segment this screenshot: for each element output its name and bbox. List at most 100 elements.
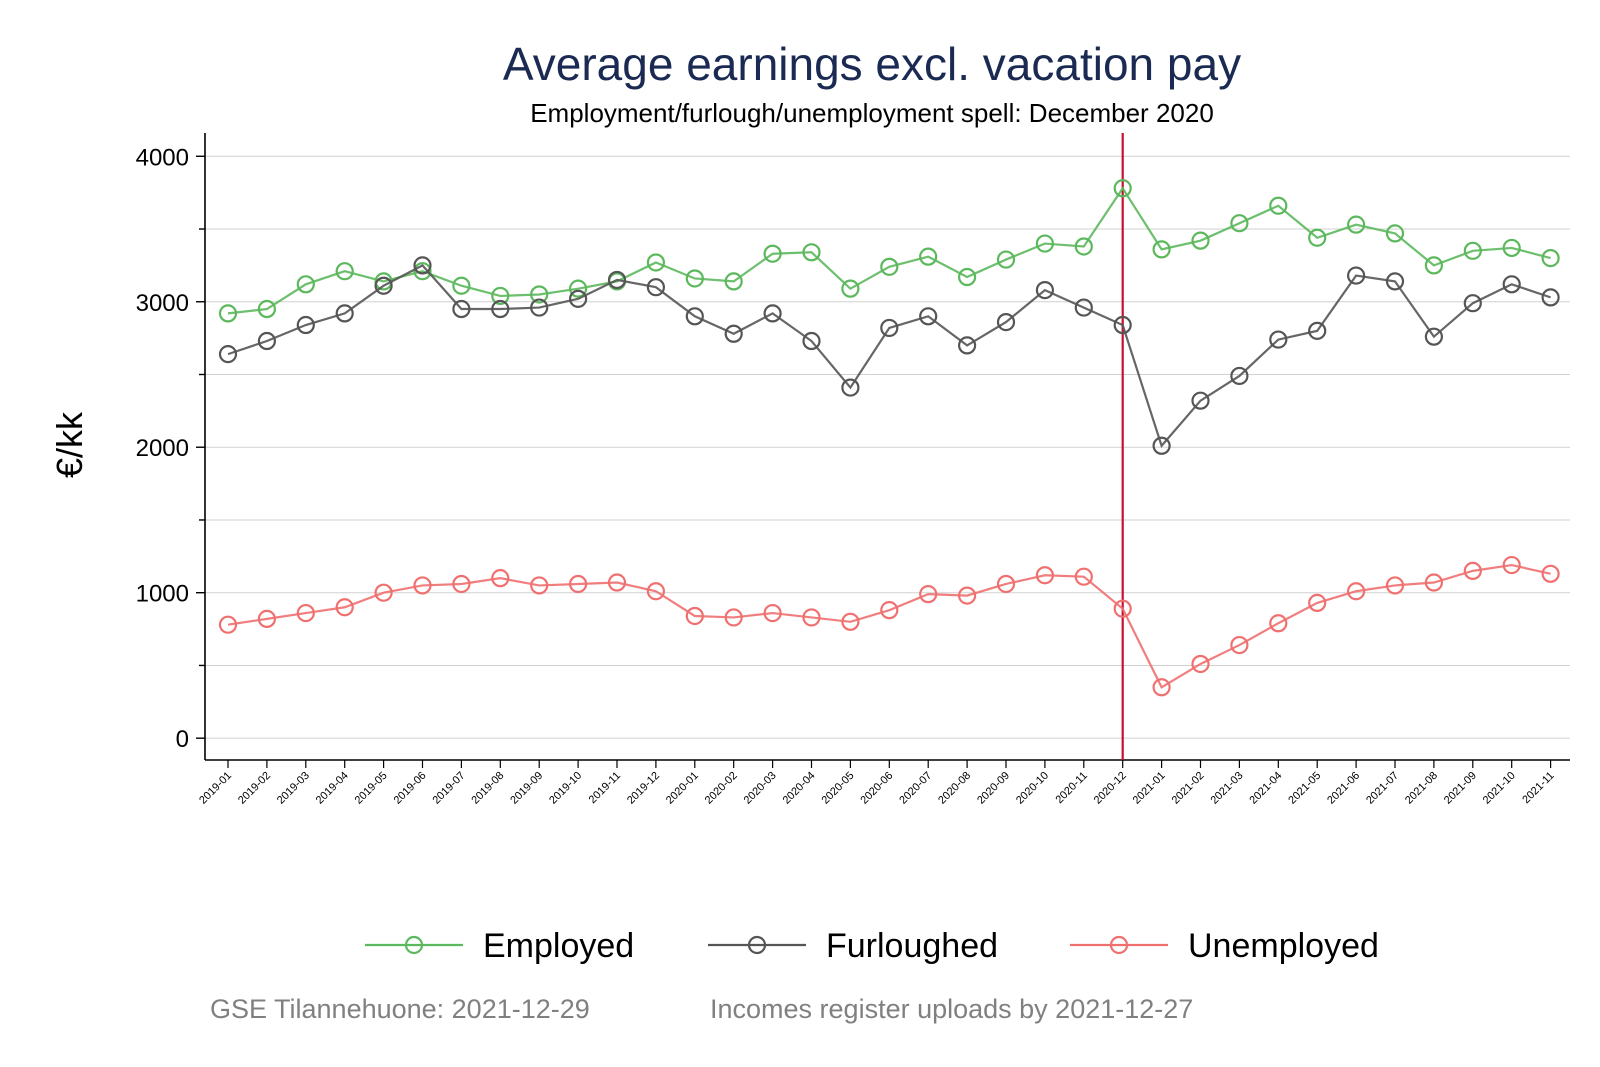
data-point-employed — [1541, 249, 1560, 268]
x-tick-label: 2019-03 — [275, 770, 312, 807]
y-axis-label: €/kk — [49, 411, 90, 478]
data-point-employed — [1385, 224, 1405, 243]
legend-marker-unemployed — [1109, 935, 1129, 955]
data-point-furloughed — [218, 345, 238, 364]
legend-marker-furloughed — [747, 935, 767, 955]
x-tick-label: 2019-05 — [353, 770, 390, 807]
x-tick-label: 2020-04 — [781, 770, 818, 807]
data-point-employed — [919, 247, 938, 266]
data-point-furloughed — [1230, 366, 1249, 386]
data-point-employed — [1113, 179, 1132, 198]
data-point-employed — [1269, 196, 1288, 215]
data-point-employed — [1424, 256, 1444, 275]
data-point-employed — [335, 262, 354, 281]
data-point-unemployed — [724, 608, 743, 627]
x-tick-label: 2020-09 — [975, 770, 1012, 807]
series-group — [218, 179, 1560, 697]
data-point-employed — [802, 243, 821, 262]
chart-title: Average earnings excl. vacation pay — [503, 38, 1241, 90]
series-unemployed — [218, 555, 1560, 697]
x-tick-label: 2021-04 — [1247, 770, 1284, 807]
x-tick-label: 2020-02 — [703, 770, 740, 807]
x-tick-label: 2021-08 — [1403, 770, 1440, 807]
x-tick-label: 2020-11 — [1053, 770, 1089, 806]
data-point-unemployed — [607, 573, 627, 592]
data-point-employed — [1035, 234, 1055, 253]
data-point-furloughed — [724, 324, 743, 343]
data-point-unemployed — [1152, 678, 1171, 697]
data-point-employed — [957, 267, 977, 287]
data-point-employed — [530, 285, 549, 304]
footer-note-left: GSE Tilannehuone: 2021-12-29 — [210, 994, 590, 1024]
data-point-employed — [568, 279, 588, 298]
x-tick-label: 2019-10 — [547, 770, 584, 807]
x-tick-labels: 2019-01 2019-02 2019-03 2019-04 2019-05 2019-… — [197, 770, 1557, 807]
data-point-unemployed — [1346, 582, 1366, 601]
y-tick-label: 4000 — [136, 144, 189, 171]
data-point-employed — [1074, 237, 1093, 256]
x-tick-label: 2019-09 — [508, 770, 545, 807]
legend-item-furloughed: Furloughed — [708, 927, 998, 965]
x-tick-label: 2020-08 — [936, 770, 973, 807]
x-tick-label: 2021-05 — [1286, 770, 1323, 807]
y-tick-label: 0 — [176, 726, 189, 753]
x-tick-label: 2019-02 — [236, 770, 273, 807]
data-point-furloughed — [452, 299, 471, 319]
data-point-furloughed — [1152, 436, 1171, 455]
x-tick-label: 2019-01 — [197, 770, 234, 807]
x-tick-label: 2021-06 — [1325, 770, 1362, 807]
data-point-furloughed — [1269, 330, 1288, 349]
x-tick-label: 2019-04 — [314, 770, 351, 807]
data-point-unemployed — [296, 603, 315, 623]
data-point-furloughed — [646, 278, 666, 297]
legend-item-employed: Employed — [365, 927, 634, 965]
data-point-employed — [1463, 241, 1482, 260]
data-point-unemployed — [1074, 567, 1093, 586]
x-tick-label: 2021-07 — [1364, 770, 1401, 807]
data-point-employed — [1308, 228, 1327, 247]
data-point-unemployed — [1191, 654, 1210, 674]
y-tick-label: 2000 — [136, 435, 189, 462]
x-tick-label: 2021-02 — [1170, 770, 1207, 807]
data-point-unemployed — [1502, 555, 1521, 575]
data-point-unemployed — [919, 585, 938, 604]
data-point-employed — [646, 253, 666, 272]
data-point-furloughed — [296, 315, 315, 335]
data-point-employed — [724, 272, 743, 291]
data-point-unemployed — [1230, 635, 1249, 655]
data-point-employed — [1230, 214, 1249, 233]
data-point-employed — [763, 244, 782, 263]
data-point-unemployed — [1308, 593, 1327, 612]
x-tick-label: 2020-06 — [858, 770, 895, 807]
x-tick-label: 2021-11 — [1520, 770, 1556, 806]
chart-subtitle: Employment/furlough/unemployment spell: … — [530, 98, 1214, 128]
x-tick-label: 2019-07 — [430, 770, 467, 807]
legend-label-employed: Employed — [483, 927, 634, 965]
x-tick-label: 2020-07 — [897, 770, 934, 807]
data-point-furloughed — [1191, 391, 1210, 410]
data-point-furloughed — [685, 307, 704, 326]
x-tick-label: 2019-12 — [625, 770, 662, 807]
data-point-furloughed — [996, 313, 1016, 332]
axes — [196, 133, 1570, 768]
data-point-employed — [218, 304, 238, 323]
data-point-furloughed — [919, 307, 938, 326]
series-line-unemployed — [227, 563, 1551, 689]
data-point-employed — [1502, 238, 1521, 258]
data-point-unemployed — [1463, 561, 1482, 580]
data-point-employed — [491, 286, 510, 306]
data-point-furloughed — [1346, 266, 1366, 285]
data-point-unemployed — [1113, 599, 1132, 618]
x-tick-label: 2019-11 — [587, 770, 623, 806]
data-point-unemployed — [957, 586, 977, 605]
data-point-unemployed — [996, 574, 1016, 594]
data-point-employed — [996, 250, 1016, 269]
data-point-furloughed — [763, 304, 782, 323]
data-point-employed — [685, 269, 704, 288]
data-point-employed — [413, 262, 432, 281]
data-point-furloughed — [1502, 275, 1521, 294]
data-point-furloughed — [568, 289, 588, 308]
data-point-unemployed — [335, 598, 354, 617]
data-point-furloughed — [413, 256, 432, 275]
x-tick-label: 2019-08 — [469, 770, 506, 807]
